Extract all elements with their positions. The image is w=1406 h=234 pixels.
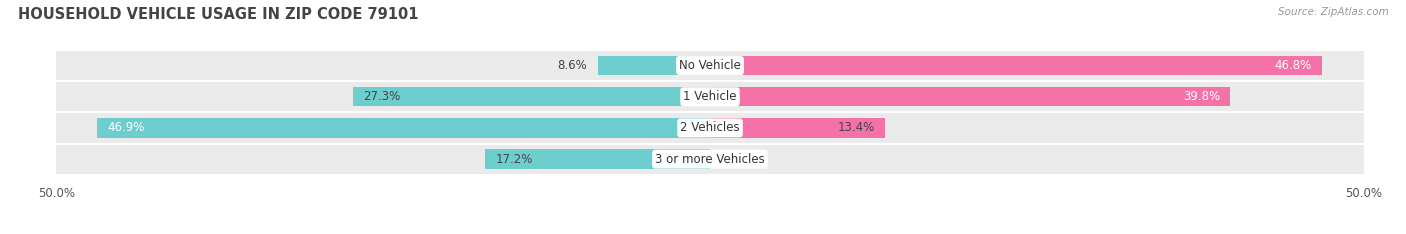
Bar (485, 150, 710, 169)
Text: 27.3%: 27.3% (364, 90, 401, 103)
Bar (353, 87, 710, 106)
Bar (710, 87, 1230, 106)
Bar (56, 144, 710, 174)
Text: 17.2%: 17.2% (495, 153, 533, 166)
Bar (598, 56, 710, 75)
Text: 0.0%: 0.0% (720, 153, 751, 166)
Text: 46.9%: 46.9% (107, 121, 145, 134)
Bar (97, 118, 710, 138)
Text: HOUSEHOLD VEHICLE USAGE IN ZIP CODE 79101: HOUSEHOLD VEHICLE USAGE IN ZIP CODE 7910… (18, 7, 419, 22)
Bar (710, 144, 1364, 174)
Text: 39.8%: 39.8% (1182, 90, 1220, 103)
Text: 3 or more Vehicles: 3 or more Vehicles (655, 153, 765, 166)
Bar (56, 51, 710, 80)
Bar (710, 118, 886, 138)
Text: 8.6%: 8.6% (557, 59, 588, 72)
Text: Source: ZipAtlas.com: Source: ZipAtlas.com (1278, 7, 1389, 17)
Text: 1 Vehicle: 1 Vehicle (683, 90, 737, 103)
Bar (710, 51, 1364, 80)
Text: 2 Vehicles: 2 Vehicles (681, 121, 740, 134)
Bar (56, 113, 710, 143)
Bar (56, 82, 710, 111)
Bar (710, 56, 1322, 75)
Text: 13.4%: 13.4% (838, 121, 875, 134)
Legend: Owner-occupied, Renter-occupied: Owner-occupied, Renter-occupied (586, 231, 834, 234)
Bar (710, 113, 1364, 143)
Text: No Vehicle: No Vehicle (679, 59, 741, 72)
Text: 46.8%: 46.8% (1274, 59, 1312, 72)
Bar (710, 82, 1364, 111)
